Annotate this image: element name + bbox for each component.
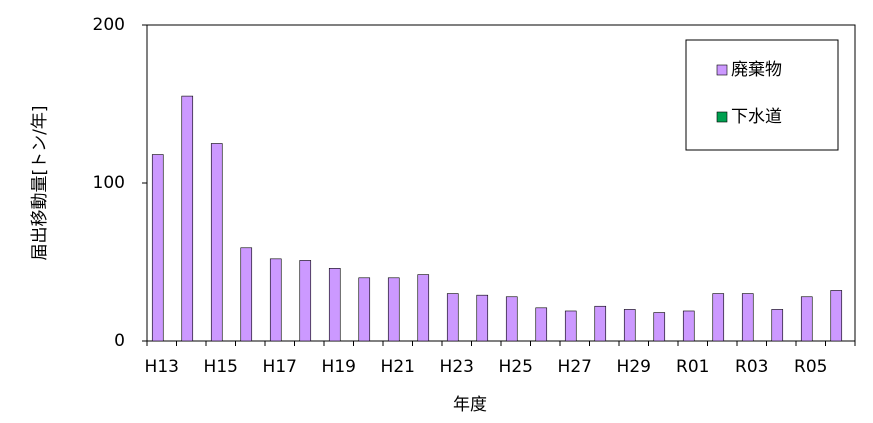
bar <box>328 268 341 342</box>
bar <box>387 277 400 342</box>
x-tick-label: H15 <box>204 357 238 377</box>
x-tick-label: H17 <box>263 357 297 377</box>
x-tick-label: H25 <box>499 357 533 377</box>
x-tick-label: H29 <box>617 357 651 377</box>
x-tick-label: R03 <box>735 357 768 377</box>
x-tick-label: H27 <box>558 357 592 377</box>
bar <box>830 290 843 342</box>
bar <box>417 274 430 342</box>
bar <box>594 305 607 342</box>
x-tick-label: H21 <box>381 357 415 377</box>
legend-swatch <box>716 111 728 123</box>
y-tick-label: 200 <box>93 15 125 35</box>
bar <box>623 309 636 342</box>
legend-swatch <box>716 64 728 76</box>
legend-label: 下水道 <box>731 107 782 127</box>
bar <box>210 143 223 342</box>
bar <box>653 312 666 342</box>
bar <box>269 258 282 342</box>
x-tick-label: R05 <box>794 357 827 377</box>
y-axis-label: 届出移動量[トン/年] <box>30 106 50 261</box>
bar <box>240 247 253 342</box>
bar <box>476 294 489 342</box>
legend-box <box>685 39 839 151</box>
x-tick-label: H13 <box>145 357 179 377</box>
y-tick-label: 100 <box>93 173 125 193</box>
bar <box>505 296 518 342</box>
x-tick-label: H19 <box>322 357 356 377</box>
bar <box>358 277 371 342</box>
bar <box>181 95 194 342</box>
bar <box>741 293 754 342</box>
legend-label: 廃棄物 <box>731 60 782 80</box>
bar <box>682 310 695 342</box>
x-tick-label: H23 <box>440 357 474 377</box>
bar <box>771 309 784 342</box>
bar <box>564 310 577 342</box>
bar <box>446 293 459 342</box>
bar <box>299 260 312 342</box>
x-tick-label: R01 <box>676 357 709 377</box>
bar <box>151 154 164 342</box>
bar <box>535 307 548 342</box>
x-axis-label: 年度 <box>453 395 487 415</box>
y-tick-label: 0 <box>114 331 125 351</box>
bar <box>712 293 725 342</box>
bar <box>800 296 813 342</box>
